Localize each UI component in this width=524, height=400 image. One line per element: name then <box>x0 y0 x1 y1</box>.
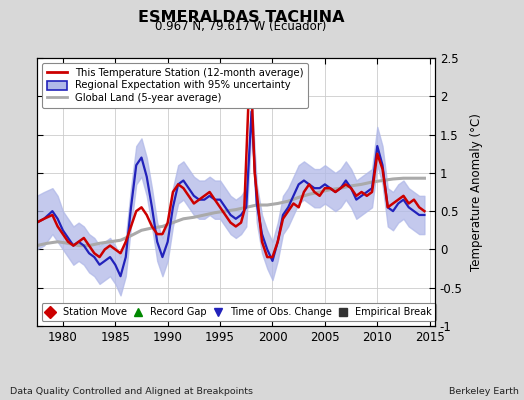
Legend: Station Move, Record Gap, Time of Obs. Change, Empirical Break: Station Move, Record Gap, Time of Obs. C… <box>41 303 436 321</box>
Text: 0.967 N, 79.617 W (Ecuador): 0.967 N, 79.617 W (Ecuador) <box>155 20 327 33</box>
Text: Berkeley Earth: Berkeley Earth <box>449 387 519 396</box>
Text: ESMERALDAS TACHINA: ESMERALDAS TACHINA <box>138 10 344 25</box>
Text: Data Quality Controlled and Aligned at Breakpoints: Data Quality Controlled and Aligned at B… <box>10 387 254 396</box>
Y-axis label: Temperature Anomaly (°C): Temperature Anomaly (°C) <box>470 113 483 271</box>
